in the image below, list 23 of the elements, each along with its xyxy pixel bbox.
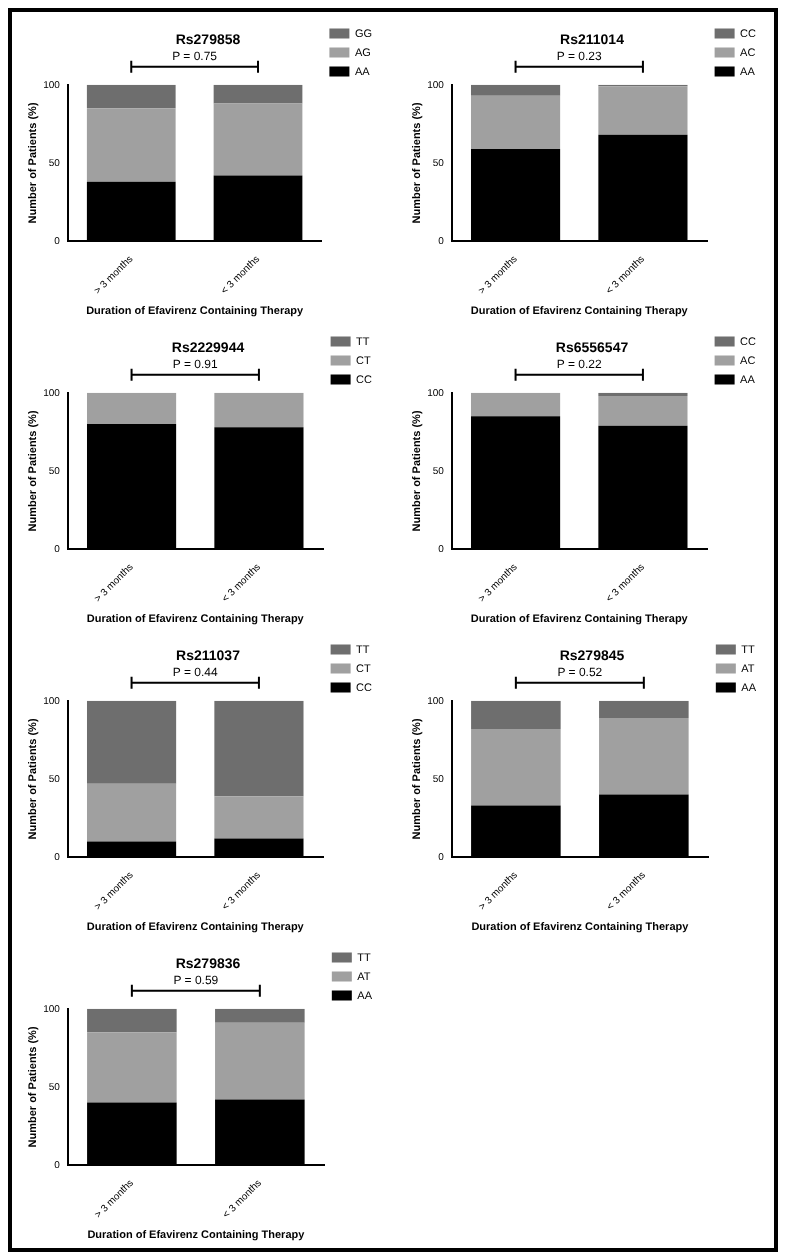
bar xyxy=(598,86,688,135)
bar xyxy=(215,1008,305,1023)
bar xyxy=(470,95,561,149)
bar xyxy=(213,103,303,176)
bar xyxy=(214,796,304,839)
bar xyxy=(86,700,177,784)
bar xyxy=(86,108,176,182)
bar xyxy=(87,1032,177,1103)
bar xyxy=(471,700,561,729)
bar xyxy=(471,728,561,806)
bar xyxy=(87,1008,177,1033)
bar xyxy=(599,700,689,718)
bar xyxy=(214,392,304,428)
bar xyxy=(214,700,304,797)
bar xyxy=(213,84,303,104)
bar xyxy=(86,392,177,425)
bar xyxy=(470,84,561,96)
bar xyxy=(215,1022,305,1100)
bar xyxy=(470,392,561,417)
bar xyxy=(86,783,177,842)
bar xyxy=(599,718,689,795)
bar xyxy=(86,84,176,109)
bar xyxy=(598,395,688,426)
